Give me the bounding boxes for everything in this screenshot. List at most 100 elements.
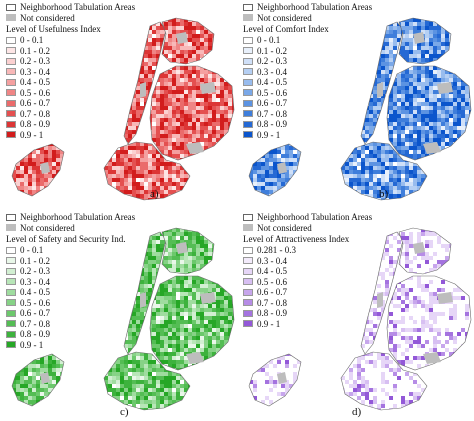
legend-class-swatch <box>6 121 16 128</box>
legend-title: Level of Comfort Index <box>243 24 372 35</box>
legend-class-row: 0.8 - 0.9 <box>6 119 135 130</box>
nta-swatch <box>243 4 253 11</box>
legend-class-label: 0.9 - 1 <box>257 130 280 141</box>
not-considered-area <box>200 292 216 304</box>
legend-class-row: 0 - 0.1 <box>6 35 135 46</box>
legend-class-swatch <box>6 131 16 138</box>
nta-swatch <box>6 4 16 11</box>
legend-class-row: 0.6 - 0.7 <box>243 98 372 109</box>
legend-class-row: 0.6 - 0.7 <box>6 308 135 319</box>
legend-class-row: 0.6 - 0.7 <box>243 287 372 298</box>
legend-class-row: 0.1 - 0.2 <box>6 46 135 57</box>
legend-title: Level of Attractiveness Index <box>243 234 372 245</box>
legend-not-considered-row: Not considered <box>6 13 135 24</box>
legend-class-swatch <box>6 110 16 117</box>
legend-class-row: 0.3 - 0.4 <box>6 67 135 78</box>
panel-a: Neighborhood Tabulation Areas Not consid… <box>0 0 237 210</box>
legend-class-swatch <box>6 58 16 65</box>
legend-class-label: 0.4 - 0.5 <box>20 287 50 298</box>
legend-class-label: 0.3 - 0.4 <box>20 67 50 78</box>
legend-class-swatch <box>6 257 16 264</box>
not-considered-area <box>140 292 146 308</box>
not-considered-area <box>176 242 188 254</box>
legend-class-swatch <box>6 247 16 254</box>
legend-not-considered-row: Not considered <box>243 13 372 24</box>
legend-class-row: 0.8 - 0.9 <box>6 329 135 340</box>
legend-class-label: 0.1 - 0.2 <box>257 46 287 57</box>
legend-class-row: 0.4 - 0.5 <box>243 77 372 88</box>
legend-class-row: 0.2 - 0.3 <box>243 56 372 67</box>
legend-class-row: 0.9 - 1 <box>243 319 372 330</box>
legend-class-label: 0.2 - 0.3 <box>20 266 50 277</box>
legend-class-row: 0.7 - 0.8 <box>243 298 372 309</box>
legend-class-swatch <box>6 310 16 317</box>
nta-label: Neighborhood Tabulation Areas <box>257 2 372 13</box>
legend-class-label: 0.9 - 1 <box>20 340 43 351</box>
legend-class-row: 0.9 - 1 <box>243 130 372 141</box>
legend-class-row: 0.1 - 0.2 <box>6 256 135 267</box>
legend-class-swatch <box>243 89 253 96</box>
legend-class-row: 0.3 - 0.4 <box>243 256 372 267</box>
legend-title: Level of Safety and Security Ind. <box>6 234 135 245</box>
legend-class-row: 0 - 0.1 <box>243 35 372 46</box>
legend-b: Neighborhood Tabulation Areas Not consid… <box>243 2 372 140</box>
legend-class-swatch <box>243 278 253 285</box>
legend-class-swatch <box>6 299 16 306</box>
legend-class-label: 0.5 - 0.6 <box>20 88 50 99</box>
legend-class-row: 0.3 - 0.4 <box>6 277 135 288</box>
legend-class-label: 0.8 - 0.9 <box>20 329 50 340</box>
legend-class-label: 0.1 - 0.2 <box>20 256 50 267</box>
legend-class-swatch <box>6 341 16 348</box>
not-considered-area <box>377 82 383 98</box>
legend-class-label: 0.8 - 0.9 <box>20 119 50 130</box>
legend-class-label: 0.1 - 0.2 <box>20 46 50 57</box>
legend-class-swatch <box>6 289 16 296</box>
not-considered-area <box>413 242 425 254</box>
legend-class-swatch <box>243 37 253 44</box>
legend-class-row: 0.8 - 0.9 <box>243 308 372 319</box>
legend-class-row: 0.5 - 0.6 <box>243 277 372 288</box>
legend-class-row: 0.7 - 0.8 <box>6 319 135 330</box>
legend-class-swatch <box>6 268 16 275</box>
legend-class-swatch <box>6 331 16 338</box>
legend-class-row: 0.7 - 0.8 <box>243 109 372 120</box>
not-considered-area <box>176 32 188 44</box>
legend-class-label: 0.2 - 0.3 <box>20 56 50 67</box>
legend-class-label: 0.9 - 1 <box>257 319 280 330</box>
legend-class-label: 0.8 - 0.9 <box>257 119 287 130</box>
not-considered-label: Not considered <box>20 13 75 24</box>
legend-class-swatch <box>6 100 16 107</box>
panel-d: Neighborhood Tabulation Areas Not consid… <box>237 210 474 420</box>
not-considered-swatch <box>243 224 253 231</box>
legend-nta-row: Neighborhood Tabulation Areas <box>6 2 135 13</box>
legend-not-considered-row: Not considered <box>6 223 135 234</box>
legend-class-label: 0 - 0.1 <box>20 35 43 46</box>
legend-class-label: 0.3 - 0.4 <box>257 256 287 267</box>
legend-class-row: 0.2 - 0.3 <box>6 266 135 277</box>
legend-class-label: 0.6 - 0.7 <box>257 287 287 298</box>
legend-class-swatch <box>243 289 253 296</box>
legend-class-label: 0.5 - 0.6 <box>20 298 50 309</box>
not-considered-area <box>200 82 216 94</box>
legend-class-row: 0 - 0.1 <box>6 245 135 256</box>
legend-class-label: 0.7 - 0.8 <box>20 109 50 120</box>
legend-class-row: 0.4 - 0.5 <box>6 287 135 298</box>
legend-class-label: 0.8 - 0.9 <box>257 308 287 319</box>
legend-class-label: 0.9 - 1 <box>20 130 43 141</box>
panel-caption: b) <box>379 188 388 200</box>
legend-class-row: 0.5 - 0.6 <box>6 298 135 309</box>
legend-class-swatch <box>6 79 16 86</box>
legend-class-swatch <box>243 68 253 75</box>
legend-class-row: 0.9 - 1 <box>6 130 135 141</box>
not-considered-area <box>437 292 453 304</box>
legend-class-swatch <box>243 121 253 128</box>
legend-class-row: 0.281 - 0.3 <box>243 245 372 256</box>
legend-class-label: 0.7 - 0.8 <box>257 298 287 309</box>
legend-class-label: 0 - 0.1 <box>20 245 43 256</box>
not-considered-swatch <box>6 14 16 21</box>
nta-label: Neighborhood Tabulation Areas <box>20 212 135 223</box>
legend-c: Neighborhood Tabulation Areas Not consid… <box>6 212 135 350</box>
legend-class-label: 0.7 - 0.8 <box>257 109 287 120</box>
legend-class-swatch <box>243 247 253 254</box>
legend-class-label: 0.5 - 0.6 <box>257 277 287 288</box>
